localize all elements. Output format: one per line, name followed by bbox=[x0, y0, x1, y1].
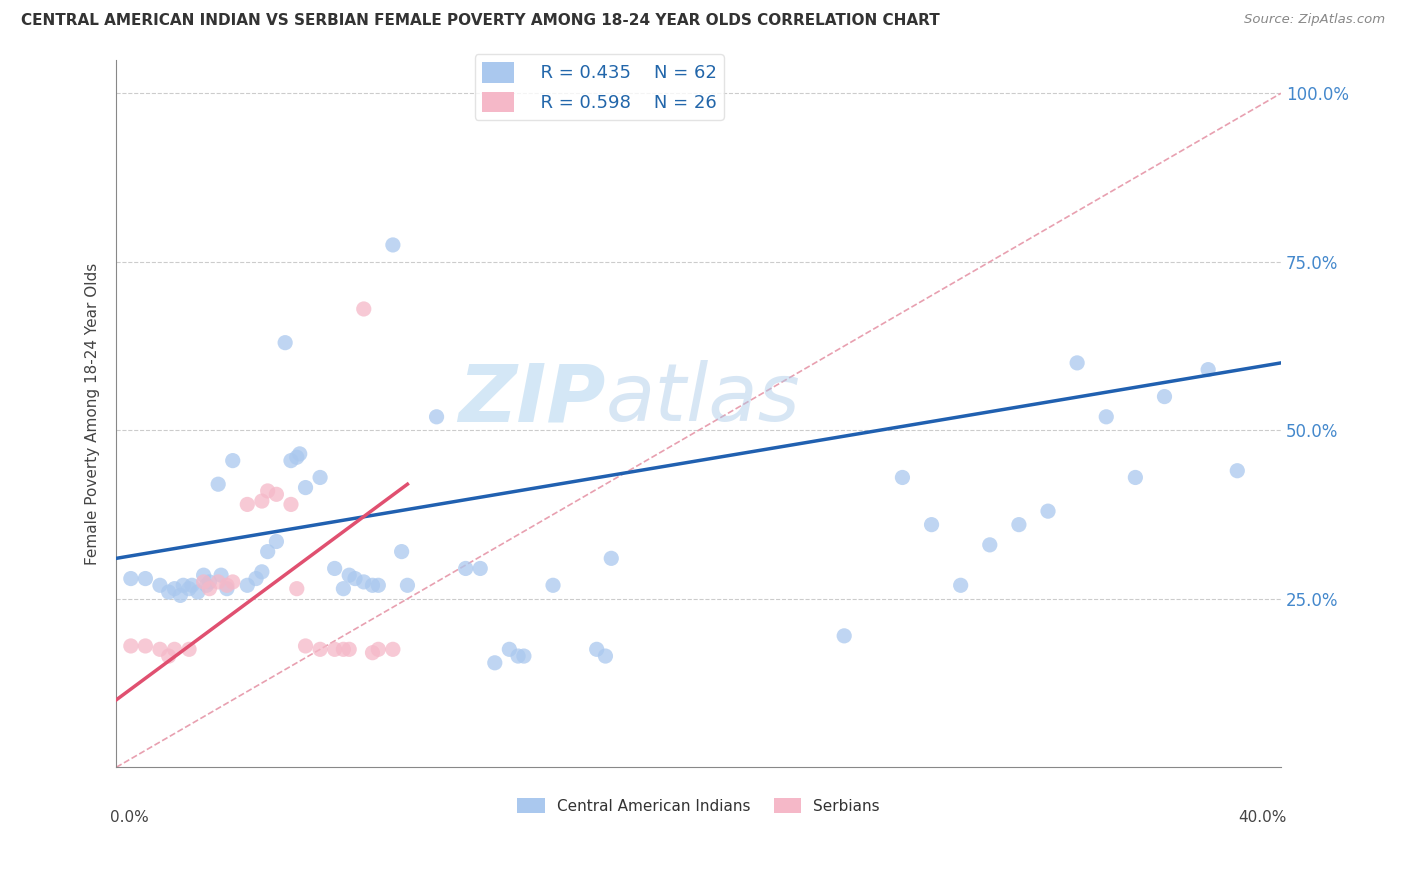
Point bbox=[193, 574, 215, 589]
Point bbox=[274, 335, 297, 350]
Point bbox=[396, 578, 419, 592]
Point bbox=[353, 301, 375, 316]
Point bbox=[454, 561, 477, 575]
Point bbox=[207, 477, 229, 491]
Point bbox=[595, 648, 617, 663]
Point bbox=[222, 453, 245, 467]
Legend: Central American Indians, Serbians: Central American Indians, Serbians bbox=[512, 791, 886, 820]
Point bbox=[195, 578, 218, 592]
Point bbox=[181, 578, 204, 592]
Point bbox=[215, 578, 238, 592]
Text: atlas: atlas bbox=[606, 360, 800, 438]
Point bbox=[1036, 504, 1059, 518]
Point bbox=[323, 642, 346, 657]
Point bbox=[266, 487, 288, 501]
Point bbox=[1066, 356, 1088, 370]
Point bbox=[381, 238, 404, 252]
Point bbox=[250, 565, 273, 579]
Text: ZIP: ZIP bbox=[458, 360, 606, 438]
Point bbox=[187, 585, 209, 599]
Point bbox=[361, 646, 384, 660]
Point bbox=[285, 450, 308, 465]
Point bbox=[163, 582, 186, 596]
Point bbox=[332, 582, 354, 596]
Point bbox=[288, 447, 311, 461]
Point bbox=[1153, 390, 1175, 404]
Point bbox=[1125, 470, 1147, 484]
Point bbox=[120, 572, 142, 586]
Point bbox=[222, 574, 245, 589]
Point bbox=[353, 574, 375, 589]
Point bbox=[585, 642, 607, 657]
Point bbox=[832, 629, 855, 643]
Point bbox=[367, 578, 389, 592]
Point bbox=[294, 481, 316, 495]
Y-axis label: Female Poverty Among 18-24 Year Olds: Female Poverty Among 18-24 Year Olds bbox=[86, 262, 100, 565]
Point bbox=[391, 544, 413, 558]
Point bbox=[256, 544, 278, 558]
Text: Source: ZipAtlas.com: Source: ZipAtlas.com bbox=[1244, 13, 1385, 27]
Point bbox=[332, 642, 354, 657]
Point bbox=[236, 497, 259, 511]
Point bbox=[1197, 362, 1219, 376]
Point bbox=[425, 409, 447, 424]
Point bbox=[513, 648, 536, 663]
Point bbox=[120, 639, 142, 653]
Point bbox=[250, 494, 273, 508]
Point bbox=[256, 483, 278, 498]
Point bbox=[344, 572, 367, 586]
Point bbox=[600, 551, 623, 566]
Point bbox=[498, 642, 520, 657]
Point bbox=[337, 642, 360, 657]
Point bbox=[193, 568, 215, 582]
Point bbox=[484, 656, 506, 670]
Point bbox=[1226, 464, 1249, 478]
Point bbox=[245, 572, 267, 586]
Point bbox=[157, 585, 180, 599]
Point bbox=[207, 574, 229, 589]
Point bbox=[949, 578, 972, 592]
Point bbox=[266, 534, 288, 549]
Point bbox=[309, 642, 332, 657]
Point bbox=[236, 578, 259, 592]
Point bbox=[177, 582, 200, 596]
Point bbox=[177, 642, 200, 657]
Point bbox=[172, 578, 194, 592]
Point bbox=[1008, 517, 1031, 532]
Point bbox=[1095, 409, 1118, 424]
Point bbox=[323, 561, 346, 575]
Point bbox=[169, 588, 191, 602]
Point bbox=[921, 517, 943, 532]
Point bbox=[280, 497, 302, 511]
Point bbox=[979, 538, 1001, 552]
Point bbox=[198, 574, 221, 589]
Point bbox=[294, 639, 316, 653]
Point bbox=[280, 453, 302, 467]
Point bbox=[149, 578, 172, 592]
Point bbox=[285, 582, 308, 596]
Text: 40.0%: 40.0% bbox=[1239, 810, 1286, 825]
Point bbox=[381, 642, 404, 657]
Point bbox=[337, 568, 360, 582]
Point bbox=[157, 648, 180, 663]
Point bbox=[163, 642, 186, 657]
Point bbox=[541, 578, 564, 592]
Point bbox=[209, 568, 232, 582]
Point bbox=[149, 642, 172, 657]
Point bbox=[891, 470, 914, 484]
Point bbox=[198, 582, 221, 596]
Text: CENTRAL AMERICAN INDIAN VS SERBIAN FEMALE POVERTY AMONG 18-24 YEAR OLDS CORRELAT: CENTRAL AMERICAN INDIAN VS SERBIAN FEMAL… bbox=[21, 13, 939, 29]
Point bbox=[309, 470, 332, 484]
Point bbox=[134, 639, 156, 653]
Point bbox=[470, 561, 492, 575]
Point bbox=[506, 648, 529, 663]
Point bbox=[367, 642, 389, 657]
Text: 0.0%: 0.0% bbox=[111, 810, 149, 825]
Point bbox=[134, 572, 156, 586]
Point bbox=[361, 578, 384, 592]
Point bbox=[215, 582, 238, 596]
